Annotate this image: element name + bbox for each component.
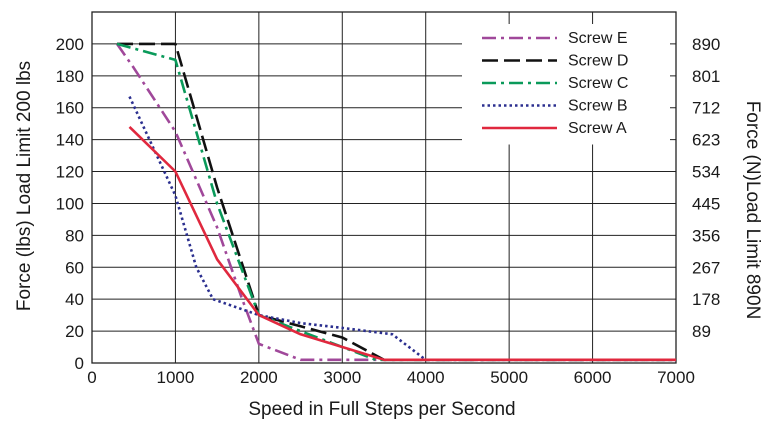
y-tick-label: 0 bbox=[75, 354, 84, 373]
y-tick-label: 100 bbox=[56, 194, 84, 213]
y2-tick-label: 445 bbox=[692, 194, 720, 213]
series-line-screw-a bbox=[128, 125, 676, 362]
series-line-screw-e bbox=[115, 43, 676, 362]
y2-tick-label: 623 bbox=[692, 131, 720, 150]
series-lines bbox=[115, 42, 676, 362]
x-axis-title: Speed in Full Steps per Second bbox=[248, 399, 515, 420]
y2-tick-label: 801 bbox=[692, 67, 720, 86]
legend-label: Screw C bbox=[568, 75, 628, 92]
legend-label: Screw D bbox=[568, 53, 628, 70]
x-tick-label: 2000 bbox=[240, 368, 278, 387]
y-tick-label: 140 bbox=[56, 131, 84, 150]
series-line-screw-c bbox=[116, 42, 676, 362]
series-line-screw-d bbox=[117, 42, 676, 362]
x-tick-label: 1000 bbox=[157, 368, 195, 387]
legend-label: Screw E bbox=[568, 30, 628, 47]
y-tick-label: 20 bbox=[65, 322, 84, 341]
y-tick-label: 40 bbox=[65, 290, 84, 309]
y-tick-label: 60 bbox=[65, 258, 84, 277]
y2-tick-label: 356 bbox=[692, 226, 720, 245]
legend-label: Screw A bbox=[568, 120, 627, 137]
y-tick-label: 80 bbox=[65, 226, 84, 245]
y-tick-label: 200 bbox=[56, 35, 84, 54]
x-tick-label: 0 bbox=[87, 368, 96, 387]
y2-tick-label: 712 bbox=[692, 99, 720, 118]
legend-label: Screw B bbox=[568, 98, 628, 115]
x-tick-label: 4000 bbox=[407, 368, 445, 387]
y-tick-label: 160 bbox=[56, 99, 84, 118]
legend-box bbox=[462, 24, 670, 145]
y2-tick-label: 178 bbox=[692, 290, 720, 309]
y-tick-label: 120 bbox=[56, 163, 84, 182]
y2-tick-label: 267 bbox=[692, 258, 720, 277]
tick-labels: 0 1000 2000 3000 4000 5000 6000 7000 0 20 40 60 80 10… bbox=[56, 35, 721, 387]
x-tick-label: 7000 bbox=[657, 368, 695, 387]
y2-tick-label: 890 bbox=[692, 35, 720, 54]
x-tick-label: 6000 bbox=[574, 368, 612, 387]
x-tick-label: 5000 bbox=[490, 368, 528, 387]
y2-tick-label: 89 bbox=[692, 322, 711, 341]
plot-frame bbox=[91, 11, 677, 364]
x-tick-label: 3000 bbox=[323, 368, 361, 387]
y-tick-label: 180 bbox=[56, 67, 84, 86]
y2-axis-title: Force (N)Load Limit 890N bbox=[742, 101, 763, 320]
legend: Screw E Screw D Screw C Screw B Screw A bbox=[462, 24, 670, 145]
grid bbox=[91, 11, 677, 364]
y2-tick-label: 534 bbox=[692, 163, 720, 182]
y-axis-title: Force (lbs) Load Limit 200 lbs bbox=[14, 61, 35, 311]
series-line-screw-b bbox=[128, 96, 676, 362]
